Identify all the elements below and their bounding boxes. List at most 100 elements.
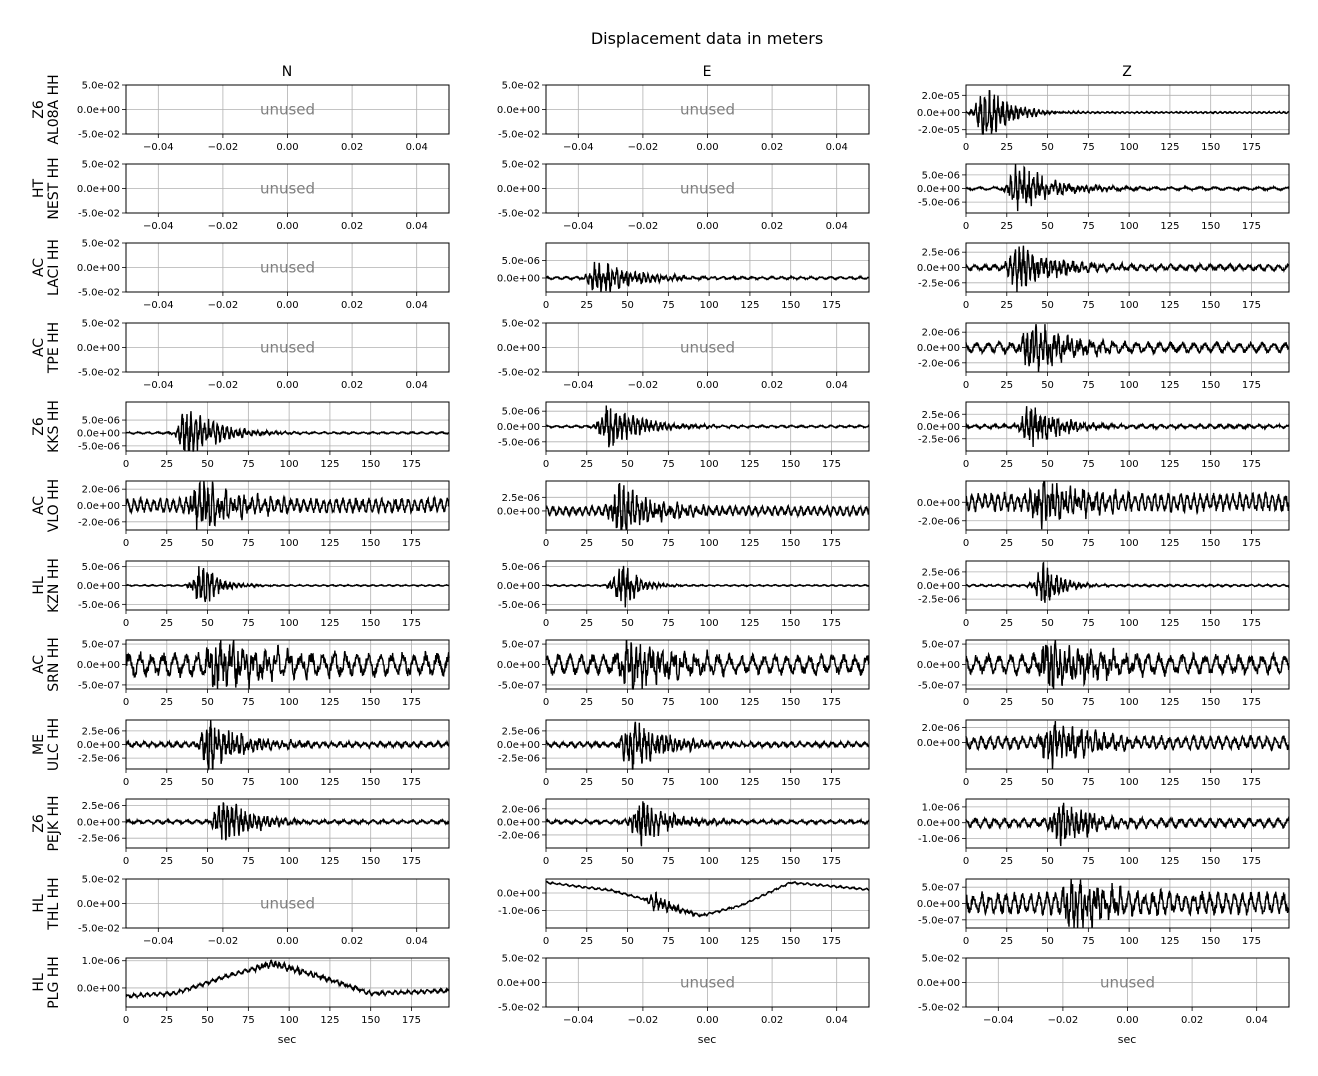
x-tick-label: 0.02 xyxy=(341,380,363,391)
x-tick-label: 125 xyxy=(740,618,759,629)
row-label-kks: Z6KKS HH xyxy=(31,400,62,453)
y-tick-label: -2.5e-06 xyxy=(918,434,960,445)
y-tick-label: -5.0e-07 xyxy=(918,680,960,691)
x-tick-label: 75 xyxy=(242,459,255,470)
x-tick-label: 100 xyxy=(280,777,299,788)
x-tick-label: 150 xyxy=(361,618,380,629)
x-tick-label: 25 xyxy=(580,777,593,788)
waveform-trace xyxy=(545,483,870,531)
waveform-trace xyxy=(125,802,450,841)
panel-kks-z: 0 25 50 75 100 125 150 175 -2.5e-060.0e+002.5e-0… xyxy=(917,401,1290,470)
x-tick-label: 25 xyxy=(1000,618,1013,629)
station-code: KZN HH xyxy=(46,558,62,613)
y-tick-label: 2.5e-06 xyxy=(922,410,960,421)
x-tick-label: −0.02 xyxy=(628,380,659,391)
panel-frame xyxy=(965,242,1290,293)
panel-tpe-n: −0.04 −0.02 0.00 0.02 0.04 5.0e-02 0.0e+00 -5.0… xyxy=(77,319,450,391)
x-tick-label: 25 xyxy=(160,697,173,708)
x-tick-label: 0.02 xyxy=(341,221,363,232)
waveform-trace xyxy=(965,802,1290,847)
x-tick-label: −0.04 xyxy=(143,142,174,153)
x-axis-label-z: sec xyxy=(1118,1033,1137,1046)
x-tick-label: 0 xyxy=(963,777,969,788)
y-tick-label: 0.0e+00 xyxy=(77,263,120,274)
x-tick-label: 150 xyxy=(361,1015,380,1026)
y-tick-label: 2.0e-06 xyxy=(502,804,540,815)
panel-grid: Z6AL08A HH−0.04 −0.02 0.00 0.02 0.045.0e-020… xyxy=(31,74,1290,1026)
y-tick-label: -2.0e-06 xyxy=(498,830,540,841)
x-tick-label: 0.04 xyxy=(826,142,848,153)
network-code: AC xyxy=(31,496,47,515)
row-label-laci: ACLACI HH xyxy=(31,239,62,296)
waveform-trace xyxy=(545,639,870,690)
x-tick-label: 0.00 xyxy=(696,221,718,232)
x-tick-label: 175 xyxy=(822,936,841,947)
network-code: AC xyxy=(31,655,47,674)
x-tick-label: 175 xyxy=(822,777,841,788)
x-tick-label: 125 xyxy=(1160,618,1179,629)
x-tick-label: 75 xyxy=(662,618,675,629)
y-tick-label: 0.0e+00 xyxy=(497,506,540,517)
y-tick-label: 5.0e-02 xyxy=(502,160,540,171)
y-tick-label: 0.0e+00 xyxy=(497,978,540,989)
x-tick-label: 125 xyxy=(320,459,339,470)
x-tick-label: 0.00 xyxy=(276,380,298,391)
waveform-trace xyxy=(545,801,870,847)
x-tick-label: 100 xyxy=(1120,697,1139,708)
column-title-n: N xyxy=(282,64,292,80)
x-tick-label: 50 xyxy=(201,856,214,867)
y-tick-label: 0.0e+00 xyxy=(917,184,960,195)
y-tick-label: 0.0e+00 xyxy=(77,983,120,994)
x-tick-label: 0 xyxy=(963,142,969,153)
x-tick-label: 50 xyxy=(621,538,634,549)
x-tick-label: 50 xyxy=(201,618,214,629)
y-tick-label: -5.0e-02 xyxy=(78,288,120,299)
x-tick-label: 0.02 xyxy=(761,1015,783,1026)
x-tick-label: 0 xyxy=(963,300,969,311)
x-tick-label: 75 xyxy=(1082,300,1095,311)
x-tick-label: 150 xyxy=(361,538,380,549)
y-tick-label: 0.0e+00 xyxy=(497,889,540,900)
x-tick-label: −0.02 xyxy=(208,142,239,153)
unused-label: unused xyxy=(260,180,315,198)
panel-laci-n: −0.04 −0.02 0.00 0.02 0.04 5.0e-02 0.0e+00 -5.0… xyxy=(77,239,450,311)
x-tick-label: 0.04 xyxy=(826,221,848,232)
panel-frame xyxy=(965,401,1290,452)
y-tick-label: -2.5e-06 xyxy=(918,595,960,606)
row-label-plg: HLPLG HH xyxy=(31,956,62,1009)
station-code: AL08A HH xyxy=(46,74,62,144)
y-tick-label: 2.5e-06 xyxy=(502,493,540,504)
row-label-thl: HLTHL HH xyxy=(31,877,62,930)
y-tick-label: -5.0e-02 xyxy=(78,209,120,220)
y-tick-label: 5.0e-02 xyxy=(82,875,120,886)
x-tick-label: 100 xyxy=(700,618,719,629)
y-tick-label: 0.0e+00 xyxy=(497,581,540,592)
row-label-vlo: ACVLO HH xyxy=(31,479,62,532)
panel-frame xyxy=(545,719,870,770)
x-tick-label: 25 xyxy=(1000,936,1013,947)
x-tick-label: 0 xyxy=(123,538,129,549)
x-tick-label: 0.00 xyxy=(696,380,718,391)
x-tick-label: 0.00 xyxy=(696,142,718,153)
x-tick-label: 50 xyxy=(1041,221,1054,232)
panel-al08a-e: −0.04 −0.02 0.00 0.02 0.04 5.0e-02 0.0e+00 -5.0… xyxy=(497,81,870,153)
y-tick-label: 5.0e-02 xyxy=(82,239,120,250)
y-tick-label: 1.0e-06 xyxy=(82,956,120,967)
panel-frame xyxy=(965,322,1290,373)
panel-frame xyxy=(125,639,450,690)
y-tick-label: 0.0e+00 xyxy=(77,899,120,910)
panel-frame xyxy=(545,639,870,690)
x-tick-label: 0.00 xyxy=(276,300,298,311)
y-tick-label: 2.0e-06 xyxy=(82,485,120,496)
x-tick-label: 25 xyxy=(160,777,173,788)
x-tick-label: −0.04 xyxy=(143,936,174,947)
y-tick-label: -2.5e-06 xyxy=(78,834,120,845)
x-tick-label: 150 xyxy=(781,777,800,788)
x-tick-label: 0.00 xyxy=(276,221,298,232)
row-label-al08a: Z6AL08A HH xyxy=(31,74,62,144)
x-tick-label: 175 xyxy=(402,618,421,629)
x-tick-label: 150 xyxy=(781,856,800,867)
x-tick-label: 175 xyxy=(1242,618,1261,629)
y-tick-label: 5.0e-07 xyxy=(922,640,960,651)
